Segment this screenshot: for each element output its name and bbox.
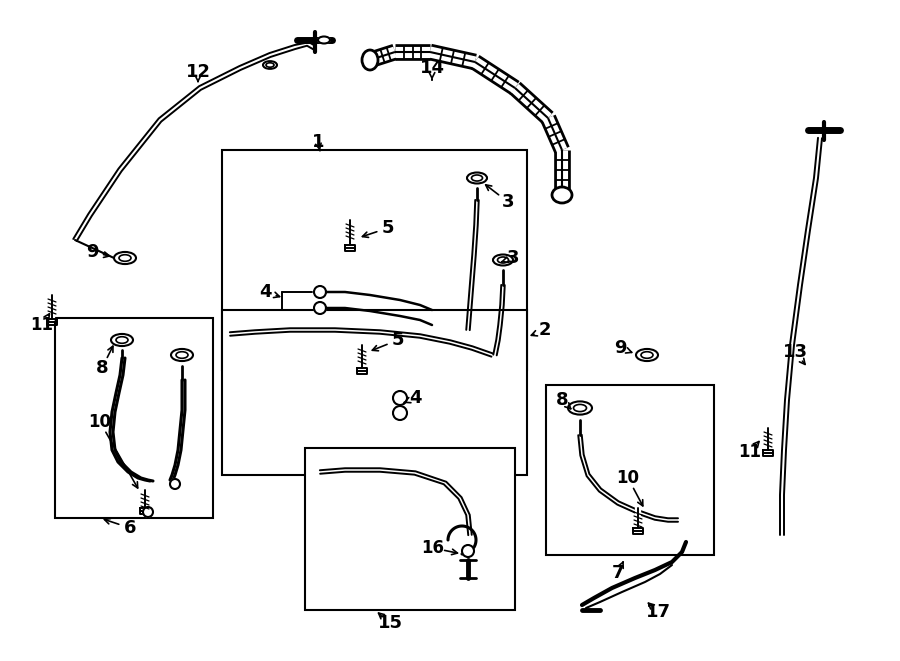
Text: 7: 7 <box>612 564 625 582</box>
Ellipse shape <box>362 50 378 70</box>
Text: 4: 4 <box>259 283 271 301</box>
Ellipse shape <box>119 254 131 261</box>
Text: 8: 8 <box>95 359 108 377</box>
Ellipse shape <box>552 187 572 203</box>
Ellipse shape <box>318 36 330 44</box>
Ellipse shape <box>568 401 592 414</box>
Ellipse shape <box>111 334 133 346</box>
Ellipse shape <box>171 349 193 361</box>
Text: 10: 10 <box>88 413 112 431</box>
Ellipse shape <box>641 352 653 358</box>
Ellipse shape <box>573 405 587 412</box>
Text: 16: 16 <box>421 539 445 557</box>
Text: 9: 9 <box>86 243 98 261</box>
Text: 11: 11 <box>31 316 53 334</box>
Circle shape <box>393 406 407 420</box>
Text: 3: 3 <box>507 249 519 267</box>
Ellipse shape <box>472 175 482 181</box>
Ellipse shape <box>498 257 508 263</box>
Bar <box>222 150 527 370</box>
Text: 11: 11 <box>739 443 761 461</box>
Ellipse shape <box>176 352 188 358</box>
Circle shape <box>462 545 474 557</box>
Text: 12: 12 <box>185 63 211 81</box>
Circle shape <box>393 391 407 405</box>
Text: 1: 1 <box>311 133 324 151</box>
Circle shape <box>314 302 326 314</box>
Text: 8: 8 <box>555 391 568 409</box>
Bar <box>222 310 527 475</box>
Text: 9: 9 <box>614 339 626 357</box>
Circle shape <box>170 479 180 489</box>
Text: 4: 4 <box>409 389 421 407</box>
Text: 6: 6 <box>124 519 136 537</box>
Text: 2: 2 <box>539 321 551 339</box>
Ellipse shape <box>636 349 658 361</box>
Ellipse shape <box>266 63 274 67</box>
Ellipse shape <box>467 173 487 184</box>
Text: 10: 10 <box>616 469 640 487</box>
Text: 3: 3 <box>502 193 514 211</box>
Bar <box>305 448 515 610</box>
Ellipse shape <box>263 61 277 69</box>
Bar <box>546 385 714 555</box>
Ellipse shape <box>493 254 513 266</box>
Text: 17: 17 <box>645 603 670 621</box>
Circle shape <box>314 286 326 298</box>
Circle shape <box>143 507 153 517</box>
Bar <box>55 318 213 518</box>
Text: 15: 15 <box>377 614 402 632</box>
Text: 14: 14 <box>419 59 445 77</box>
Ellipse shape <box>114 252 136 264</box>
Ellipse shape <box>116 336 128 343</box>
Text: 13: 13 <box>782 343 807 361</box>
Text: 5: 5 <box>382 219 394 237</box>
Text: 5: 5 <box>392 331 404 349</box>
